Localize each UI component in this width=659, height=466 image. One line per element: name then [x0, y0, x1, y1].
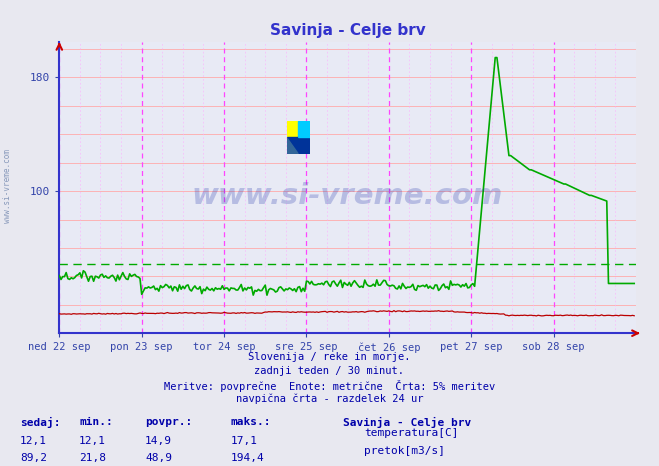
Text: maks.:: maks.: [231, 417, 271, 427]
Text: 89,2: 89,2 [20, 453, 47, 463]
Text: navpična črta - razdelek 24 ur: navpična črta - razdelek 24 ur [236, 394, 423, 404]
Text: Savinja - Celje brv: Savinja - Celje brv [343, 417, 471, 428]
Text: 12,1: 12,1 [20, 436, 47, 445]
Text: Slovenija / reke in morje.: Slovenija / reke in morje. [248, 352, 411, 362]
Text: 194,4: 194,4 [231, 453, 264, 463]
Text: 48,9: 48,9 [145, 453, 172, 463]
Title: Savinja - Celje brv: Savinja - Celje brv [270, 23, 426, 38]
Text: Meritve: povprečne  Enote: metrične  Črta: 5% meritev: Meritve: povprečne Enote: metrične Črta:… [164, 380, 495, 392]
Text: www.si-vreme.com: www.si-vreme.com [192, 182, 503, 210]
Bar [287, 121, 298, 137]
Bar [298, 121, 310, 137]
Text: 21,8: 21,8 [79, 453, 106, 463]
Text: 14,9: 14,9 [145, 436, 172, 445]
Text: zadnji teden / 30 minut.: zadnji teden / 30 minut. [254, 366, 405, 376]
Text: temperatura[C]: temperatura[C] [364, 428, 459, 439]
Text: 17,1: 17,1 [231, 436, 258, 445]
Text: pretok[m3/s]: pretok[m3/s] [364, 445, 445, 456]
Polygon shape [298, 121, 310, 137]
Text: sedaj:: sedaj: [20, 417, 60, 428]
Text: povpr.:: povpr.: [145, 417, 192, 427]
Bar [287, 137, 310, 154]
Text: www.si-vreme.com: www.si-vreme.com [3, 150, 13, 223]
Text: min.:: min.: [79, 417, 113, 427]
Text: 12,1: 12,1 [79, 436, 106, 445]
Polygon shape [287, 137, 298, 154]
